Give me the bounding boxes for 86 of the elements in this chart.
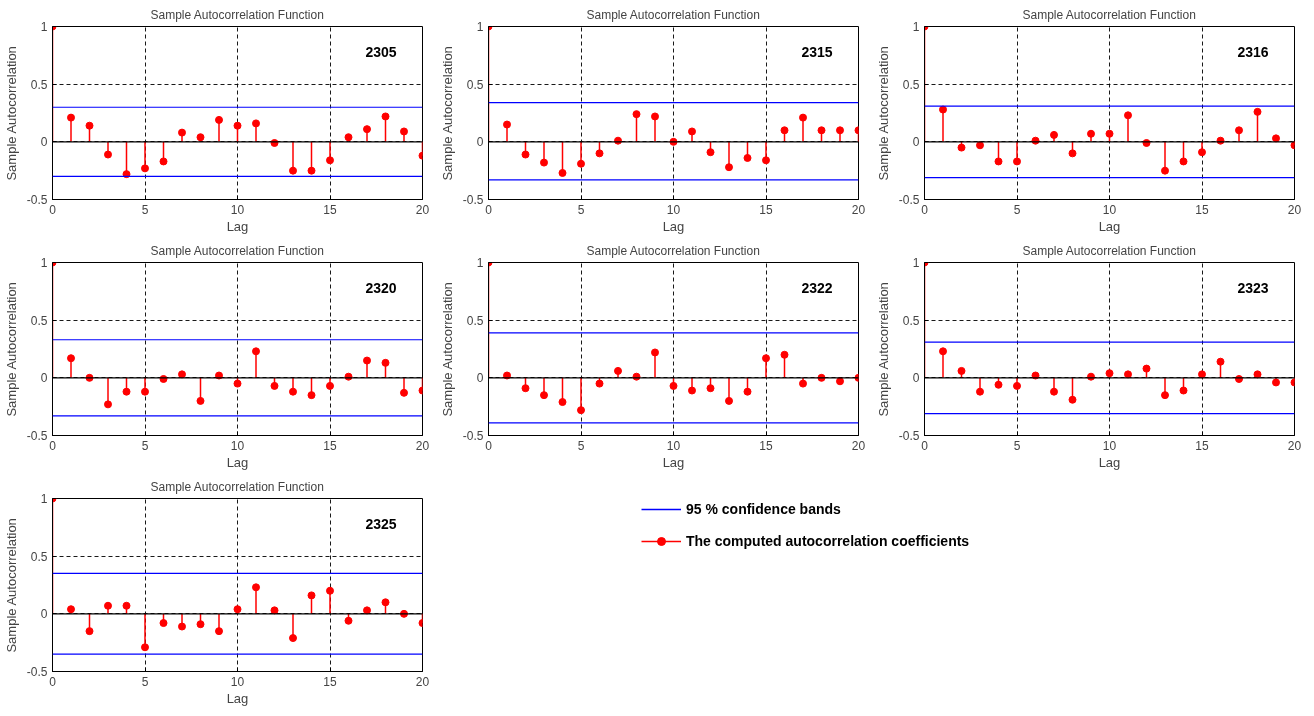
y-tick-label: -0.5	[898, 429, 920, 443]
x-axis-title: Lag	[662, 218, 685, 234]
x-tick-label: 15	[1195, 202, 1209, 217]
y-tick-label: 1	[912, 20, 920, 34]
y-axis-title: Sample Autocorrelation	[3, 518, 19, 653]
y-tick-label: 0	[476, 135, 484, 150]
chart-title: Sample Autocorrelation Function	[586, 7, 760, 22]
y-tick-label: 1	[40, 20, 48, 34]
y-tick-label: -0.5	[462, 429, 484, 443]
y-tick-label: -0.5	[26, 665, 48, 679]
x-tick-label: 5	[1013, 438, 1021, 453]
x-axis-title: Lag	[1098, 218, 1121, 234]
x-tick-label: 10	[666, 438, 681, 453]
x-tick-label: 20	[415, 438, 430, 453]
y-tick-label: 1	[476, 20, 484, 34]
legend-label: 95 % confidence bands	[686, 501, 841, 517]
y-tick-label: -0.5	[26, 429, 48, 443]
x-axis-title: Lag	[226, 218, 249, 234]
x-axis-title: Lag	[226, 690, 249, 706]
annotation: 2316	[1237, 44, 1269, 61]
x-tick-label: 15	[759, 202, 773, 217]
x-tick-label: 10	[230, 202, 245, 217]
y-tick-label: 0.5	[466, 313, 484, 328]
x-tick-label: 15	[1195, 438, 1209, 453]
chart-title: Sample Autocorrelation Function	[1022, 7, 1196, 22]
y-tick-label: 0	[476, 371, 484, 386]
x-axis-title: Lag	[226, 454, 249, 470]
x-tick-label: 20	[851, 438, 866, 453]
x-tick-label: 10	[230, 674, 245, 689]
annotation: 2322	[801, 280, 833, 297]
x-axis-title: Lag	[662, 454, 685, 470]
y-tick-label: 0	[40, 135, 48, 150]
x-tick-label: 5	[577, 438, 585, 453]
x-tick-label: 20	[1287, 438, 1302, 453]
annotation: 2315	[801, 44, 833, 61]
y-tick-label: 0	[912, 135, 920, 150]
y-axis-title: Sample Autocorrelation	[439, 46, 455, 181]
y-tick-label: -0.5	[462, 193, 484, 207]
y-tick-label: 0	[912, 371, 920, 386]
y-tick-label: 0.5	[30, 313, 48, 328]
chart-title: Sample Autocorrelation Function	[586, 243, 760, 258]
x-tick-label: 15	[323, 674, 337, 689]
y-tick-label: 0.5	[902, 313, 920, 328]
y-tick-label: 1	[912, 256, 920, 270]
y-tick-label: 0.5	[466, 77, 484, 92]
y-tick-label: 1	[40, 492, 48, 506]
x-tick-label: 5	[577, 202, 585, 217]
y-axis-title: Sample Autocorrelation	[875, 46, 891, 181]
y-tick-label: 0	[40, 607, 48, 622]
y-tick-label: 0.5	[30, 77, 48, 92]
x-tick-label: 20	[415, 202, 430, 217]
chart-title: Sample Autocorrelation Function	[1022, 243, 1196, 258]
x-tick-label: 5	[141, 674, 149, 689]
y-tick-label: 0.5	[30, 549, 48, 564]
x-tick-label: 10	[1102, 202, 1117, 217]
y-tick-label: -0.5	[26, 193, 48, 207]
x-tick-label: 5	[141, 202, 149, 217]
x-tick-label: 5	[141, 438, 149, 453]
x-tick-label: 10	[1102, 438, 1117, 453]
annotation: 2323	[1237, 280, 1269, 297]
x-tick-label: 20	[851, 202, 866, 217]
y-tick-label: 0	[40, 371, 48, 386]
x-tick-label: 15	[323, 438, 337, 453]
x-tick-label: 10	[666, 202, 681, 217]
x-axis-title: Lag	[1098, 454, 1121, 470]
annotation: 2325	[365, 516, 397, 533]
y-axis-title: Sample Autocorrelation	[3, 46, 19, 181]
chart-title: Sample Autocorrelation Function	[150, 243, 324, 258]
x-tick-label: 20	[1287, 202, 1302, 217]
y-axis-title: Sample Autocorrelation	[875, 282, 891, 417]
chart-title: Sample Autocorrelation Function	[150, 479, 324, 494]
x-tick-label: 20	[415, 674, 430, 689]
y-axis-title: Sample Autocorrelation	[439, 282, 455, 417]
legend-label: The computed autocorrelation coefficients	[686, 533, 970, 549]
x-tick-label: 5	[1013, 202, 1021, 217]
y-tick-label: -0.5	[898, 193, 920, 207]
annotation: 2320	[365, 280, 397, 297]
y-tick-label: 0.5	[902, 77, 920, 92]
annotation: 2305	[365, 44, 397, 61]
x-tick-label: 15	[323, 202, 337, 217]
chart-title: Sample Autocorrelation Function	[150, 7, 324, 22]
y-tick-label: 1	[40, 256, 48, 270]
y-axis-title: Sample Autocorrelation	[3, 282, 19, 417]
y-tick-label: 1	[476, 256, 484, 270]
x-tick-label: 10	[230, 438, 245, 453]
x-tick-label: 15	[759, 438, 773, 453]
